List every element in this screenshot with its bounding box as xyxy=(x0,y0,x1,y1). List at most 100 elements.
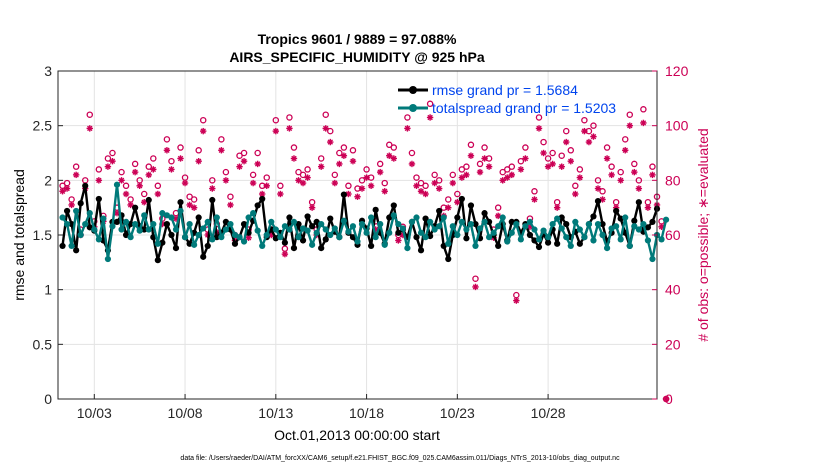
series-point-totalspread xyxy=(354,238,361,245)
obs-evaluated-point xyxy=(603,155,611,162)
series-point-rmse xyxy=(463,235,470,242)
y-right-tick-label: 40 xyxy=(665,282,681,298)
obs-evaluated-point xyxy=(277,190,284,198)
series-point-rmse xyxy=(132,204,139,211)
series-point-totalspread xyxy=(59,214,66,221)
obs-possible-point xyxy=(567,147,575,154)
obs-evaluated-point xyxy=(513,297,520,304)
series-point-totalspread xyxy=(227,220,234,228)
series-point-totalspread xyxy=(254,227,261,234)
series-point-totalspread xyxy=(327,231,334,239)
legend-label-rmse: rmse grand pr = 1.5684 xyxy=(432,82,578,98)
series-point-rmse xyxy=(113,218,121,225)
obs-evaluated-point xyxy=(186,201,193,209)
obs-evaluated-point xyxy=(295,177,302,184)
series-point-totalspread xyxy=(313,229,320,236)
y-tick-label: 3 xyxy=(44,63,52,79)
obs-evaluated-point xyxy=(426,114,434,121)
series-point-rmse xyxy=(576,240,583,247)
series-point-totalspread xyxy=(594,220,602,228)
obs-possible-point xyxy=(218,136,225,143)
series-point-rmse xyxy=(299,237,307,244)
series-point-totalspread xyxy=(440,214,447,221)
obs-possible-point xyxy=(562,127,570,135)
obs-possible-point xyxy=(603,144,611,151)
obs-evaluated-point xyxy=(431,179,438,187)
obs-evaluated-point xyxy=(622,147,629,154)
obs-evaluated-point xyxy=(499,177,506,184)
obs-possible-point xyxy=(240,149,248,157)
obs-possible-point xyxy=(431,171,438,179)
obs-possible-point xyxy=(535,114,543,121)
obs-evaluated-point xyxy=(68,201,75,209)
obs-evaluated-point xyxy=(553,204,561,211)
series-point-rmse xyxy=(63,207,71,215)
obs-evaluated-point xyxy=(299,179,307,187)
obs-possible-point xyxy=(413,174,420,181)
series-point-totalspread xyxy=(572,218,579,225)
y-right-tick-label: 80 xyxy=(665,172,681,188)
obs-evaluated-point xyxy=(254,160,261,168)
series-point-rmse xyxy=(390,202,397,209)
obs-evaluated-point xyxy=(281,250,289,258)
obs-evaluated-point xyxy=(485,163,493,170)
series-point-rmse xyxy=(649,218,656,225)
series-point-totalspread xyxy=(540,227,547,234)
series-point-totalspread xyxy=(104,255,112,263)
obs-possible-point xyxy=(494,204,502,211)
series-point-rmse xyxy=(240,220,248,228)
series-point-totalspread xyxy=(549,220,556,228)
series-point-totalspread xyxy=(399,225,406,232)
obs-evaluated-point xyxy=(354,193,361,200)
obs-evaluated-point xyxy=(218,147,225,154)
obs-evaluated-point xyxy=(563,138,570,146)
obs-evaluated-point xyxy=(635,185,643,192)
legend-marker-rmse xyxy=(409,86,417,94)
obs-possible-point xyxy=(199,116,207,124)
obs-evaluated-point xyxy=(585,138,593,146)
series-point-totalspread xyxy=(454,231,461,239)
series-point-totalspread xyxy=(290,218,298,225)
obs-evaluated-point xyxy=(631,168,638,176)
series-point-totalspread xyxy=(109,223,116,230)
series-point-totalspread xyxy=(558,225,565,232)
obs-possible-point xyxy=(558,152,565,159)
obs-evaluated-point xyxy=(363,174,370,181)
series-point-totalspread xyxy=(554,215,561,222)
obs-possible-point xyxy=(404,114,411,121)
series-point-rmse xyxy=(563,220,570,228)
obs-evaluated-point xyxy=(531,196,538,203)
series-point-rmse xyxy=(458,195,465,203)
obs-possible-point xyxy=(617,168,624,176)
obs-possible-point xyxy=(277,182,284,190)
series-point-rmse xyxy=(613,207,620,215)
series-point-totalspread xyxy=(127,234,134,241)
obs-possible-point xyxy=(336,149,343,157)
obs-possible-point xyxy=(499,168,506,176)
series-point-totalspread xyxy=(209,236,216,243)
series-point-totalspread xyxy=(349,223,357,230)
obs-possible-point xyxy=(118,168,125,176)
obs-evaluated-point xyxy=(422,190,429,198)
series-point-totalspread xyxy=(113,181,121,188)
obs-possible-point xyxy=(503,166,511,173)
obs-possible-point xyxy=(621,136,629,143)
obs-evaluated-point xyxy=(649,171,656,179)
obs-evaluated-point xyxy=(122,190,130,198)
series-point-rmse xyxy=(73,247,80,254)
series-point-totalspread xyxy=(626,242,633,250)
series-point-totalspread xyxy=(526,218,534,225)
series-point-totalspread xyxy=(68,242,75,250)
obs-possible-point xyxy=(304,166,311,173)
series-point-rmse xyxy=(417,247,425,254)
footer-data-file: data file: /Users/raeder/DAI/ATM_forcXX/… xyxy=(180,455,620,462)
series-point-totalspread xyxy=(286,226,293,233)
series-point-rmse xyxy=(472,220,479,228)
series-point-totalspread xyxy=(177,207,184,215)
series-point-rmse xyxy=(318,245,325,252)
series-point-totalspread xyxy=(222,226,230,233)
series-point-rmse xyxy=(635,199,642,206)
obs-evaluated-point xyxy=(168,166,175,173)
obs-evaluated-point xyxy=(476,168,484,176)
series-point-totalspread xyxy=(336,234,343,241)
